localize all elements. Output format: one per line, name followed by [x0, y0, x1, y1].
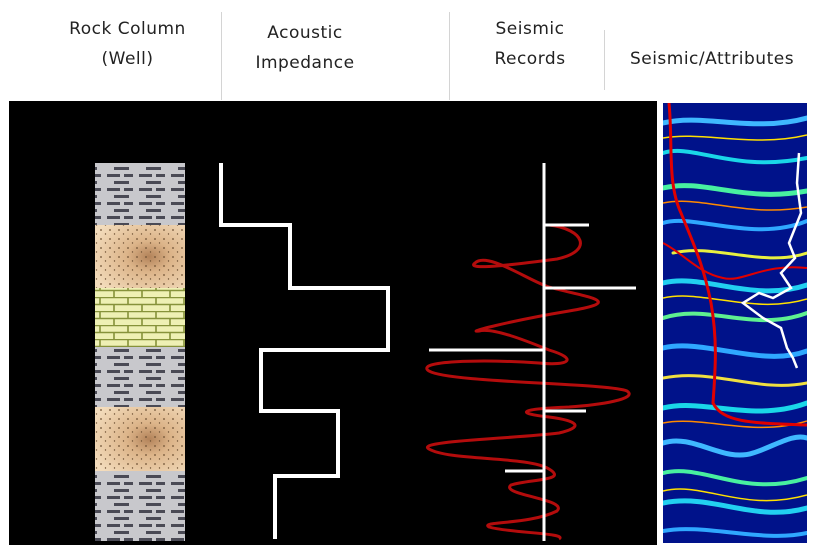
shale-layer	[95, 163, 185, 225]
attribute-svg	[663, 103, 807, 543]
rock-column	[95, 163, 185, 541]
header-divider	[221, 12, 222, 100]
sandstone-grain-texture	[95, 225, 185, 288]
well-label: (Well)	[101, 49, 154, 69]
attribute-horizons	[663, 115, 807, 538]
header-divider	[604, 30, 605, 90]
seismic-attributes-label: Seismic/Attributes	[629, 49, 795, 69]
red-fault-line	[663, 242, 807, 280]
shale-layer	[95, 347, 185, 407]
header-acoustic-impedance: Acoustic Impedance	[225, 18, 385, 78]
acoustic-label: Acoustic	[267, 23, 343, 43]
shale-layer	[95, 471, 185, 541]
rock-column-label: Rock Column	[69, 19, 186, 39]
diagram-svg	[95, 163, 636, 541]
diagram-panel	[9, 101, 657, 545]
header-divider	[449, 12, 450, 100]
impedance-label: Impedance	[255, 53, 355, 73]
sandstone-grain-texture	[95, 407, 185, 471]
header-rock-column: Rock Column (Well)	[40, 14, 215, 74]
header-seismic-records: Seismic Records	[455, 14, 605, 74]
white-well-log	[740, 152, 803, 369]
acoustic-impedance-curve	[219, 163, 390, 539]
seismic-label: Seismic	[495, 19, 565, 39]
limestone-layer	[95, 288, 185, 347]
seismic-attribute-section	[663, 103, 807, 543]
header-row: Rock Column (Well) Acoustic Impedance Se…	[0, 0, 815, 100]
red-fault-line	[667, 103, 807, 427]
seismic-wavelet	[425, 223, 631, 541]
header-seismic-attributes: Seismic/Attributes	[612, 44, 812, 74]
records-label: Records	[494, 49, 566, 69]
seismic-records	[425, 163, 636, 541]
